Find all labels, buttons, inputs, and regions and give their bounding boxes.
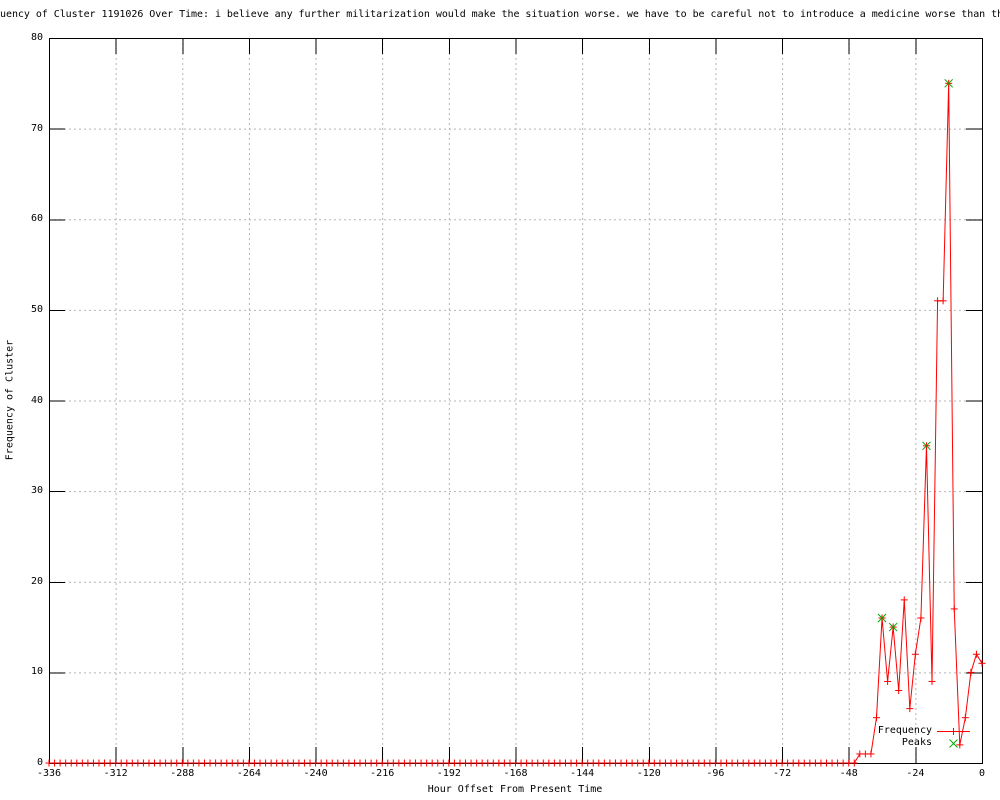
- legend-peaks-label: Peaks: [901, 737, 932, 748]
- y-tick-label-0: 0: [36, 757, 43, 768]
- y-tick-label-10: 10: [30, 666, 43, 678]
- legend-key-samples: [937, 728, 970, 748]
- y-tick-label-60: 60: [30, 213, 43, 225]
- x-axis-label: Hour Offset From Present Time: [427, 784, 603, 795]
- x-tick-label--312: -312: [103, 768, 128, 779]
- x-tick-label--288: -288: [170, 768, 195, 779]
- grid-lines: [49, 38, 982, 763]
- y-tick-label-70: 70: [30, 122, 43, 134]
- peak-markers: [877, 78, 954, 632]
- x-tick-label--192: -192: [436, 768, 461, 779]
- y-tick-label-20: 20: [30, 575, 43, 587]
- x-tick-label--24: -24: [906, 768, 925, 779]
- x-tick-label--240: -240: [303, 768, 328, 779]
- chart-title: uency of Cluster 1191026 Over Time: i be…: [0, 9, 1000, 20]
- frequency-point-markers: [45, 79, 986, 767]
- x-tick-label--168: -168: [503, 768, 528, 779]
- y-tick-label-80: 80: [30, 32, 43, 43]
- x-tick-label--72: -72: [773, 768, 792, 779]
- y-tick-label-30: 30: [30, 485, 43, 497]
- x-tick-label--144: -144: [570, 768, 595, 779]
- legend-frequency-label: Frequency: [877, 725, 932, 736]
- legend: Frequency Peaks: [878, 725, 932, 749]
- y-tick-label-40: 40: [30, 394, 43, 406]
- y-tick-label-50: 50: [30, 303, 43, 315]
- x-tick-label--216: -216: [370, 768, 395, 779]
- x-tick-label-0: 0: [978, 768, 986, 779]
- x-tick-label--96: -96: [706, 768, 725, 779]
- x-tick-label--120: -120: [636, 768, 661, 779]
- x-tick-label--264: -264: [236, 768, 261, 779]
- x-tick-label--48: -48: [839, 768, 858, 779]
- x-tick-label--336: -336: [36, 768, 62, 779]
